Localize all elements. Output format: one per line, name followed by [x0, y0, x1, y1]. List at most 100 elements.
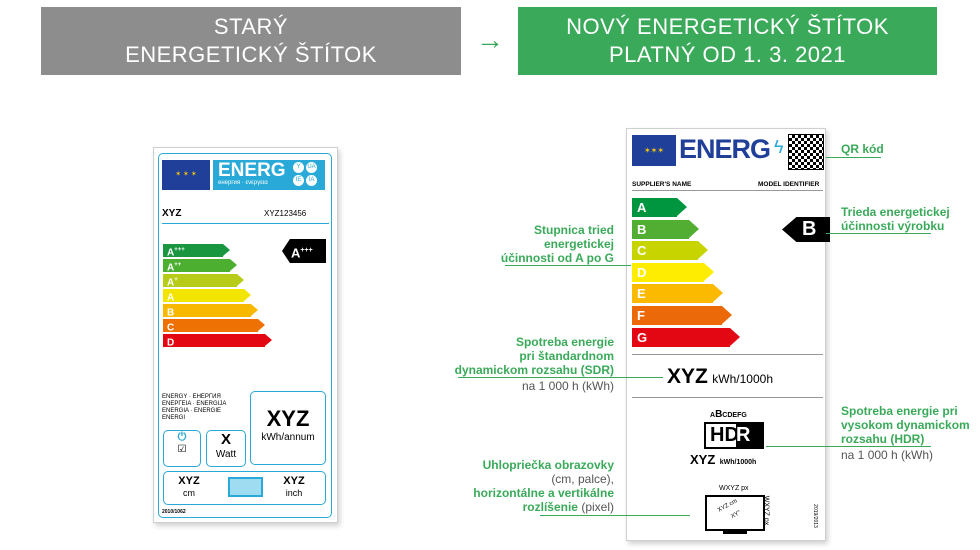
supplier: XYZ [162, 208, 182, 219]
class-letter: A [167, 262, 175, 274]
class-letter: B [167, 307, 175, 319]
lang-badge: IA [306, 175, 317, 186]
eu-flag-icon: ✶✶✶ [632, 135, 676, 166]
annotation-hdr-line: rozsahu (HDR) [841, 432, 925, 446]
new-header-line2: PLATNÝ OD 1. 3. 2021 [608, 42, 847, 67]
hdr-r: R [736, 424, 762, 447]
old-header-line1: STARÝ [213, 14, 289, 39]
old-label-header: STARÝ ENERGETICKÝ ŠTÍTOK [41, 7, 461, 75]
rating-letter: A [291, 245, 301, 261]
supplier: SUPPLIER'S NAME [632, 181, 692, 188]
sdr-unit: kWh/1000h [712, 372, 773, 386]
energy-word: ENEPΓEIA · ENERGIJA [162, 401, 227, 407]
class-plus: + [174, 277, 178, 283]
annotation-sdr: Spotreba energie pri štandardnom dynamic… [450, 335, 614, 393]
old-energy-label: ✶ ✶ ✶ ENERG енергия · ενεργεια Y UA IE I… [153, 147, 338, 523]
energy-word: ENERGIA · ENERGIE [162, 408, 222, 414]
annotation-scale-line: energetickej [543, 237, 614, 251]
annotation-screen-line: (cm, palce), [551, 472, 614, 486]
sdr-consumption: XYZ kWh/1000h [667, 365, 773, 389]
hdr-value: XYZ [690, 452, 716, 467]
class-bar: G [632, 327, 740, 347]
cm-unit: cm [183, 488, 195, 498]
inch-unit: inch [285, 488, 303, 498]
class-bar: F [632, 306, 732, 325]
hdr-scale-post: CDEFG [722, 412, 747, 419]
class-bar: E [632, 284, 723, 304]
class-bar: A+ [163, 274, 244, 289]
annotation-screen-line: (pixel) [577, 500, 614, 514]
annotation-sdr-line: dynamickom rozsahu (SDR) [454, 363, 614, 377]
power-box: X Watt [206, 430, 246, 467]
class-bar: A+++ [163, 244, 230, 259]
lang-badge: UA [306, 162, 317, 173]
hdr-h: HD [710, 424, 739, 446]
annotation-screen: Uhlopriečka obrazovky (cm, palce), horiz… [460, 458, 614, 514]
model: XYZ123456 [264, 209, 307, 218]
res-horizontal: WXYZ px [719, 485, 749, 492]
hdr-scale-b: B [715, 409, 723, 420]
diag-cm: XYZ [178, 475, 200, 487]
annotation-hdr-note: na 1 000 h (kWh) [841, 448, 934, 462]
new-label-header: NOVÝ ENERGETICKÝ ŠTÍTOK PLATNÝ OD 1. 3. … [518, 7, 937, 75]
power-value: X [220, 431, 231, 448]
consumption-value: XYZ [266, 406, 310, 431]
annotation-screen-line: rozlíšenie [522, 500, 578, 514]
class-plus: +++ [174, 247, 185, 253]
screen-size-box: XYZ cm XYZ inch [163, 471, 326, 505]
annotation-class-line: účinnosti výrobku [841, 219, 945, 233]
class-bar: A [632, 198, 687, 217]
annotation-screen-line: horizontálne a vertikálne [473, 486, 614, 500]
annotation-class: Trieda energetickej účinnosti výrobku [841, 205, 950, 233]
annotation-class-line: Trieda energetickej [841, 205, 950, 219]
energ-logo: ENERG [679, 134, 771, 164]
res-vertical: WXYZ px [762, 495, 770, 526]
tv-icon [228, 477, 263, 497]
energy-words: ENERGY · ЕНЕРГИЯ ENEPΓEIA · ENERGIJA ENE… [162, 394, 226, 422]
eu-flag-icon: ✶ ✶ ✶ [162, 160, 210, 190]
annotation-sdr-line: pri štandardnom [519, 349, 614, 363]
annotation-sdr-note: na 1 000 h (kWh) [521, 379, 614, 393]
class-bar: B [163, 304, 258, 319]
class-bar: D [163, 334, 272, 349]
power-icon: ⏻ [177, 431, 187, 443]
annotation-sdr-line: Spotreba energie [515, 335, 614, 349]
hdr-scale-pre: A [710, 412, 716, 419]
hdr-badge: HD R [704, 422, 764, 449]
class-bar: C [163, 319, 265, 333]
annotation-screen-line: Uhlopriečka obrazovky [482, 458, 614, 472]
class-letter: A [167, 277, 175, 289]
annotation-scale-line: účinnosti od A po G [500, 251, 614, 265]
class-bar: A++ [163, 259, 237, 274]
regulation: 2010/1062 [162, 509, 186, 515]
annotation-hdr-line: Spotreba energie pri [841, 404, 958, 418]
class-bar: D [632, 262, 714, 282]
logo-text: ENERG [218, 160, 286, 181]
model: MODEL IDENTIFIER [758, 181, 820, 188]
annotation-hdr-line: vysokom dynamickom [841, 418, 970, 432]
class-bar: B [632, 219, 699, 239]
energ-logo: ENERG енергия · ενεργεια Y UA IE IA [213, 160, 325, 190]
annotation-hdr: Spotreba energie pri vysokom dynamickom … [841, 404, 970, 462]
consumption-unit: kWh/annum [261, 432, 315, 443]
regulation: 2019/2013 [811, 504, 818, 528]
class-letter: A [167, 247, 175, 259]
hdr-unit: kWh/1000h [719, 459, 757, 466]
tv-icon: XYZ cm XY" [705, 495, 765, 531]
consumption-box: XYZ kWh/annum [250, 391, 326, 465]
arrow-icon: → [476, 24, 504, 55]
lightning-icon: ϟ [774, 137, 784, 157]
hdr-consumption: XYZ kWh/1000h [690, 451, 756, 469]
annotation-scale-line: Stupnica tried [533, 223, 614, 237]
class-letter: D [167, 337, 175, 349]
energy-word: ENERGY · ЕНЕРГИЯ [162, 394, 221, 400]
standby-box: ⏻ ☑ [163, 430, 201, 467]
sdr-value: XYZ [667, 365, 708, 388]
rating-plus: +++ [300, 247, 313, 254]
annotation-qr: QR kód [841, 142, 884, 156]
rating-arrow: A+++ [282, 239, 326, 263]
logo-sub: енергия · ενεργεια [218, 180, 268, 186]
diag-inch: XY" [730, 509, 742, 521]
class-plus: ++ [174, 262, 182, 268]
tv-stand [723, 531, 747, 534]
